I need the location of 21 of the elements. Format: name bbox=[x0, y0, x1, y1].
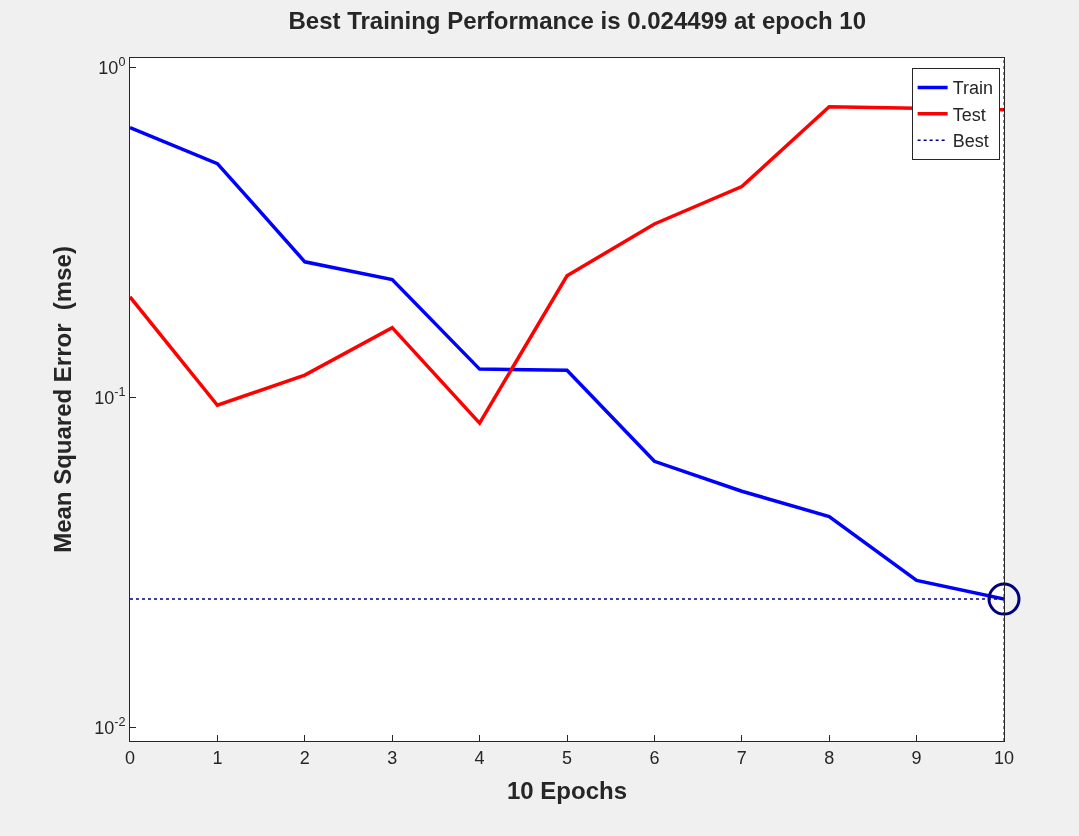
chart-title: Best Training Performance is 0.024499 at epoch 10 bbox=[288, 7, 867, 35]
y-axis-title: Mean Squared Error (mse) bbox=[49, 246, 77, 553]
line-series bbox=[130, 104, 1004, 425]
x-tick-label: 1 bbox=[212, 747, 223, 768]
x-tick-label: 8 bbox=[824, 747, 835, 768]
x-tick-label: 5 bbox=[561, 747, 573, 768]
x-tick-label: 0 bbox=[124, 747, 136, 768]
x-axis-title: 10 Epochs bbox=[506, 776, 628, 804]
x-tick-label: 7 bbox=[736, 747, 747, 768]
x-tick-label: 2 bbox=[299, 747, 310, 768]
x-tick-label: 10 bbox=[993, 747, 1015, 768]
y-tick-label: 10$^{-1}$ bbox=[94, 385, 126, 408]
legend-label: Train bbox=[952, 78, 993, 99]
x-tick-label: 9 bbox=[911, 747, 922, 768]
y-tick-label: 10$^{-2}$ bbox=[94, 715, 126, 738]
x-tick-label: 4 bbox=[474, 747, 485, 768]
x-tick-label: 6 bbox=[649, 747, 660, 768]
legend-label: Best bbox=[952, 131, 989, 152]
x-tick-label: 3 bbox=[387, 747, 398, 768]
legend-label: Test bbox=[952, 104, 986, 125]
y-tick-label: 10$^{0}$ bbox=[98, 55, 126, 78]
